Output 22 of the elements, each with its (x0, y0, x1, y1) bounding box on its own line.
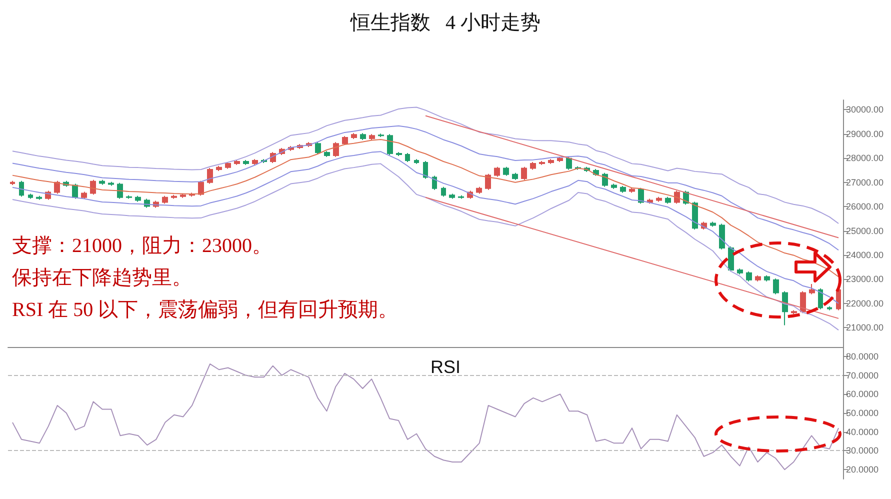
y-tick-label: 23000.00 (846, 274, 884, 284)
y-tick-label: 22000.00 (846, 298, 884, 308)
annotation: 保持在下降趋势里。 (12, 267, 192, 289)
y-tick-label: 80.0000 (846, 351, 879, 362)
y-tick-label: 26000.00 (846, 202, 884, 212)
y-tick-label: 21000.00 (846, 322, 884, 333)
y-tick-label: 60.0000 (846, 389, 879, 400)
y-tick-label: 27000.00 (846, 177, 884, 188)
annotation: 支撑：21000，阻力：23000。 (12, 235, 272, 257)
y-tick-label: 30.0000 (846, 446, 879, 456)
y-tick-label: 28000.00 (846, 153, 884, 164)
y-tick-label: 40.0000 (846, 426, 879, 437)
chart-title: 恒生指数 4 小时走势 (350, 12, 540, 34)
y-tick-label: 50.0000 (846, 408, 879, 418)
y-tick-label: 30000.00 (846, 104, 884, 115)
y-tick-label: 29000.00 (846, 128, 884, 139)
y-tick-label: 70.0000 (846, 370, 879, 380)
annotation: RSI 在 50 以下，震荡偏弱，但有回升预期。 (12, 299, 398, 321)
text: RSI (430, 357, 461, 377)
y-tick-label: 24000.00 (846, 250, 884, 260)
y-tick-label: 25000.00 (846, 226, 884, 236)
y-tick-label: 20.0000 (846, 464, 879, 475)
